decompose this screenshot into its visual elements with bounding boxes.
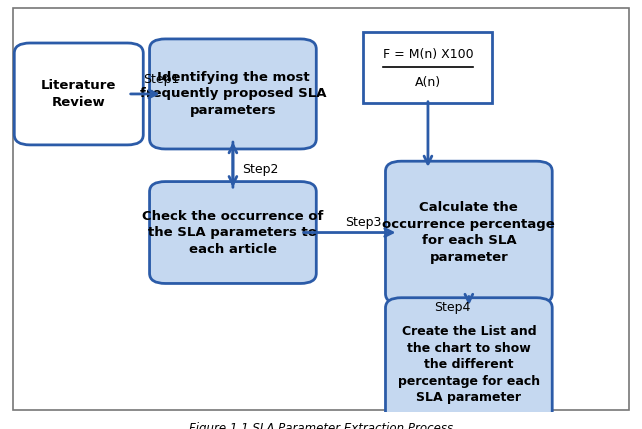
- Text: Check the occurrence of
the SLA parameters to
each article: Check the occurrence of the SLA paramete…: [143, 209, 324, 256]
- Text: Step2: Step2: [243, 163, 279, 176]
- Text: Step1: Step1: [144, 73, 180, 86]
- Text: A(n): A(n): [415, 76, 441, 90]
- Text: Calculate the
occurrence percentage
for each SLA
parameter: Calculate the occurrence percentage for …: [383, 201, 555, 264]
- Text: Create the List and
the chart to show
the different
percentage for each
SLA para: Create the List and the chart to show th…: [398, 326, 540, 405]
- Text: Literature
Review: Literature Review: [41, 79, 116, 109]
- FancyBboxPatch shape: [150, 39, 317, 149]
- Text: Figure 1.1 SLA Parameter Extraction Process: Figure 1.1 SLA Parameter Extraction Proc…: [189, 422, 453, 429]
- FancyBboxPatch shape: [14, 43, 143, 145]
- FancyBboxPatch shape: [385, 161, 552, 304]
- FancyBboxPatch shape: [150, 181, 317, 284]
- Text: Identifying the most
frequently proposed SLA
parameters: Identifying the most frequently proposed…: [140, 71, 326, 117]
- Text: F = M(n) X100: F = M(n) X100: [383, 48, 473, 61]
- Text: Step3: Step3: [345, 216, 381, 229]
- FancyBboxPatch shape: [385, 298, 552, 429]
- Text: Step4: Step4: [434, 302, 471, 314]
- FancyBboxPatch shape: [363, 32, 492, 103]
